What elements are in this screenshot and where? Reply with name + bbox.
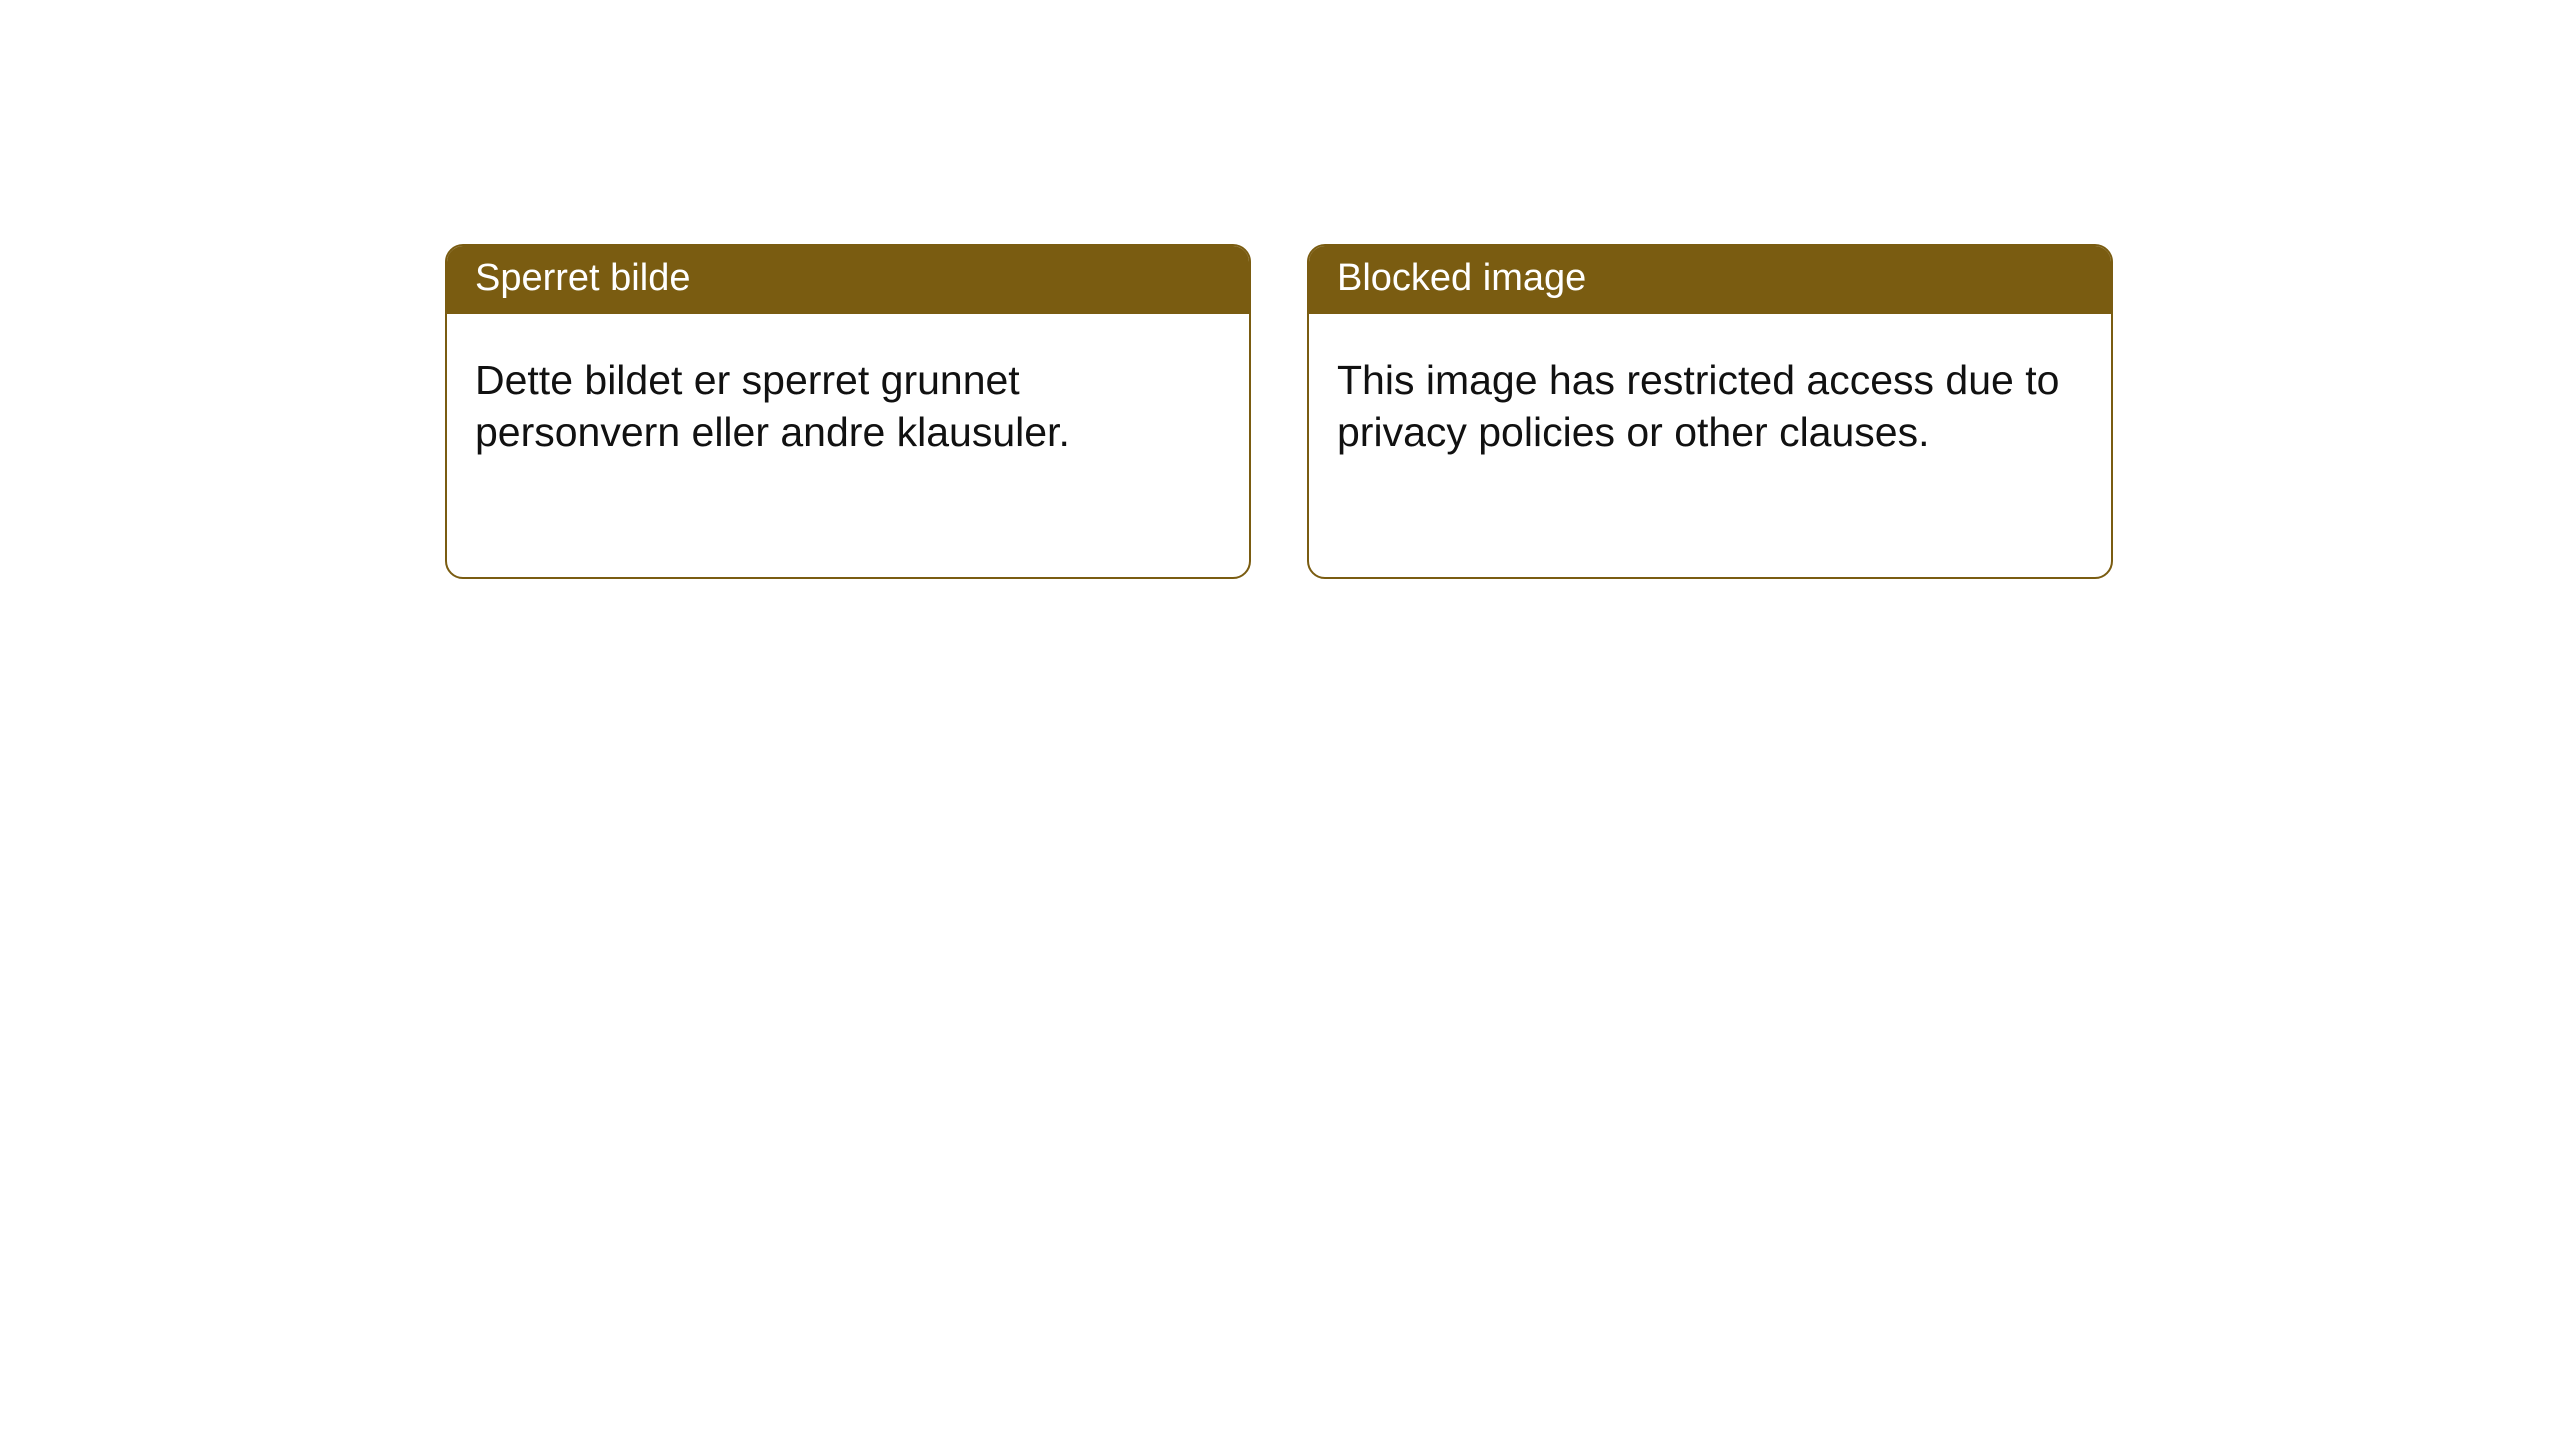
notice-card-norwegian: Sperret bilde Dette bildet er sperret gr…: [445, 244, 1251, 579]
notice-body: This image has restricted access due to …: [1309, 314, 2111, 487]
notice-title: Blocked image: [1309, 246, 2111, 314]
notice-container: Sperret bilde Dette bildet er sperret gr…: [0, 0, 2560, 579]
notice-card-english: Blocked image This image has restricted …: [1307, 244, 2113, 579]
notice-title: Sperret bilde: [447, 246, 1249, 314]
notice-body: Dette bildet er sperret grunnet personve…: [447, 314, 1249, 487]
